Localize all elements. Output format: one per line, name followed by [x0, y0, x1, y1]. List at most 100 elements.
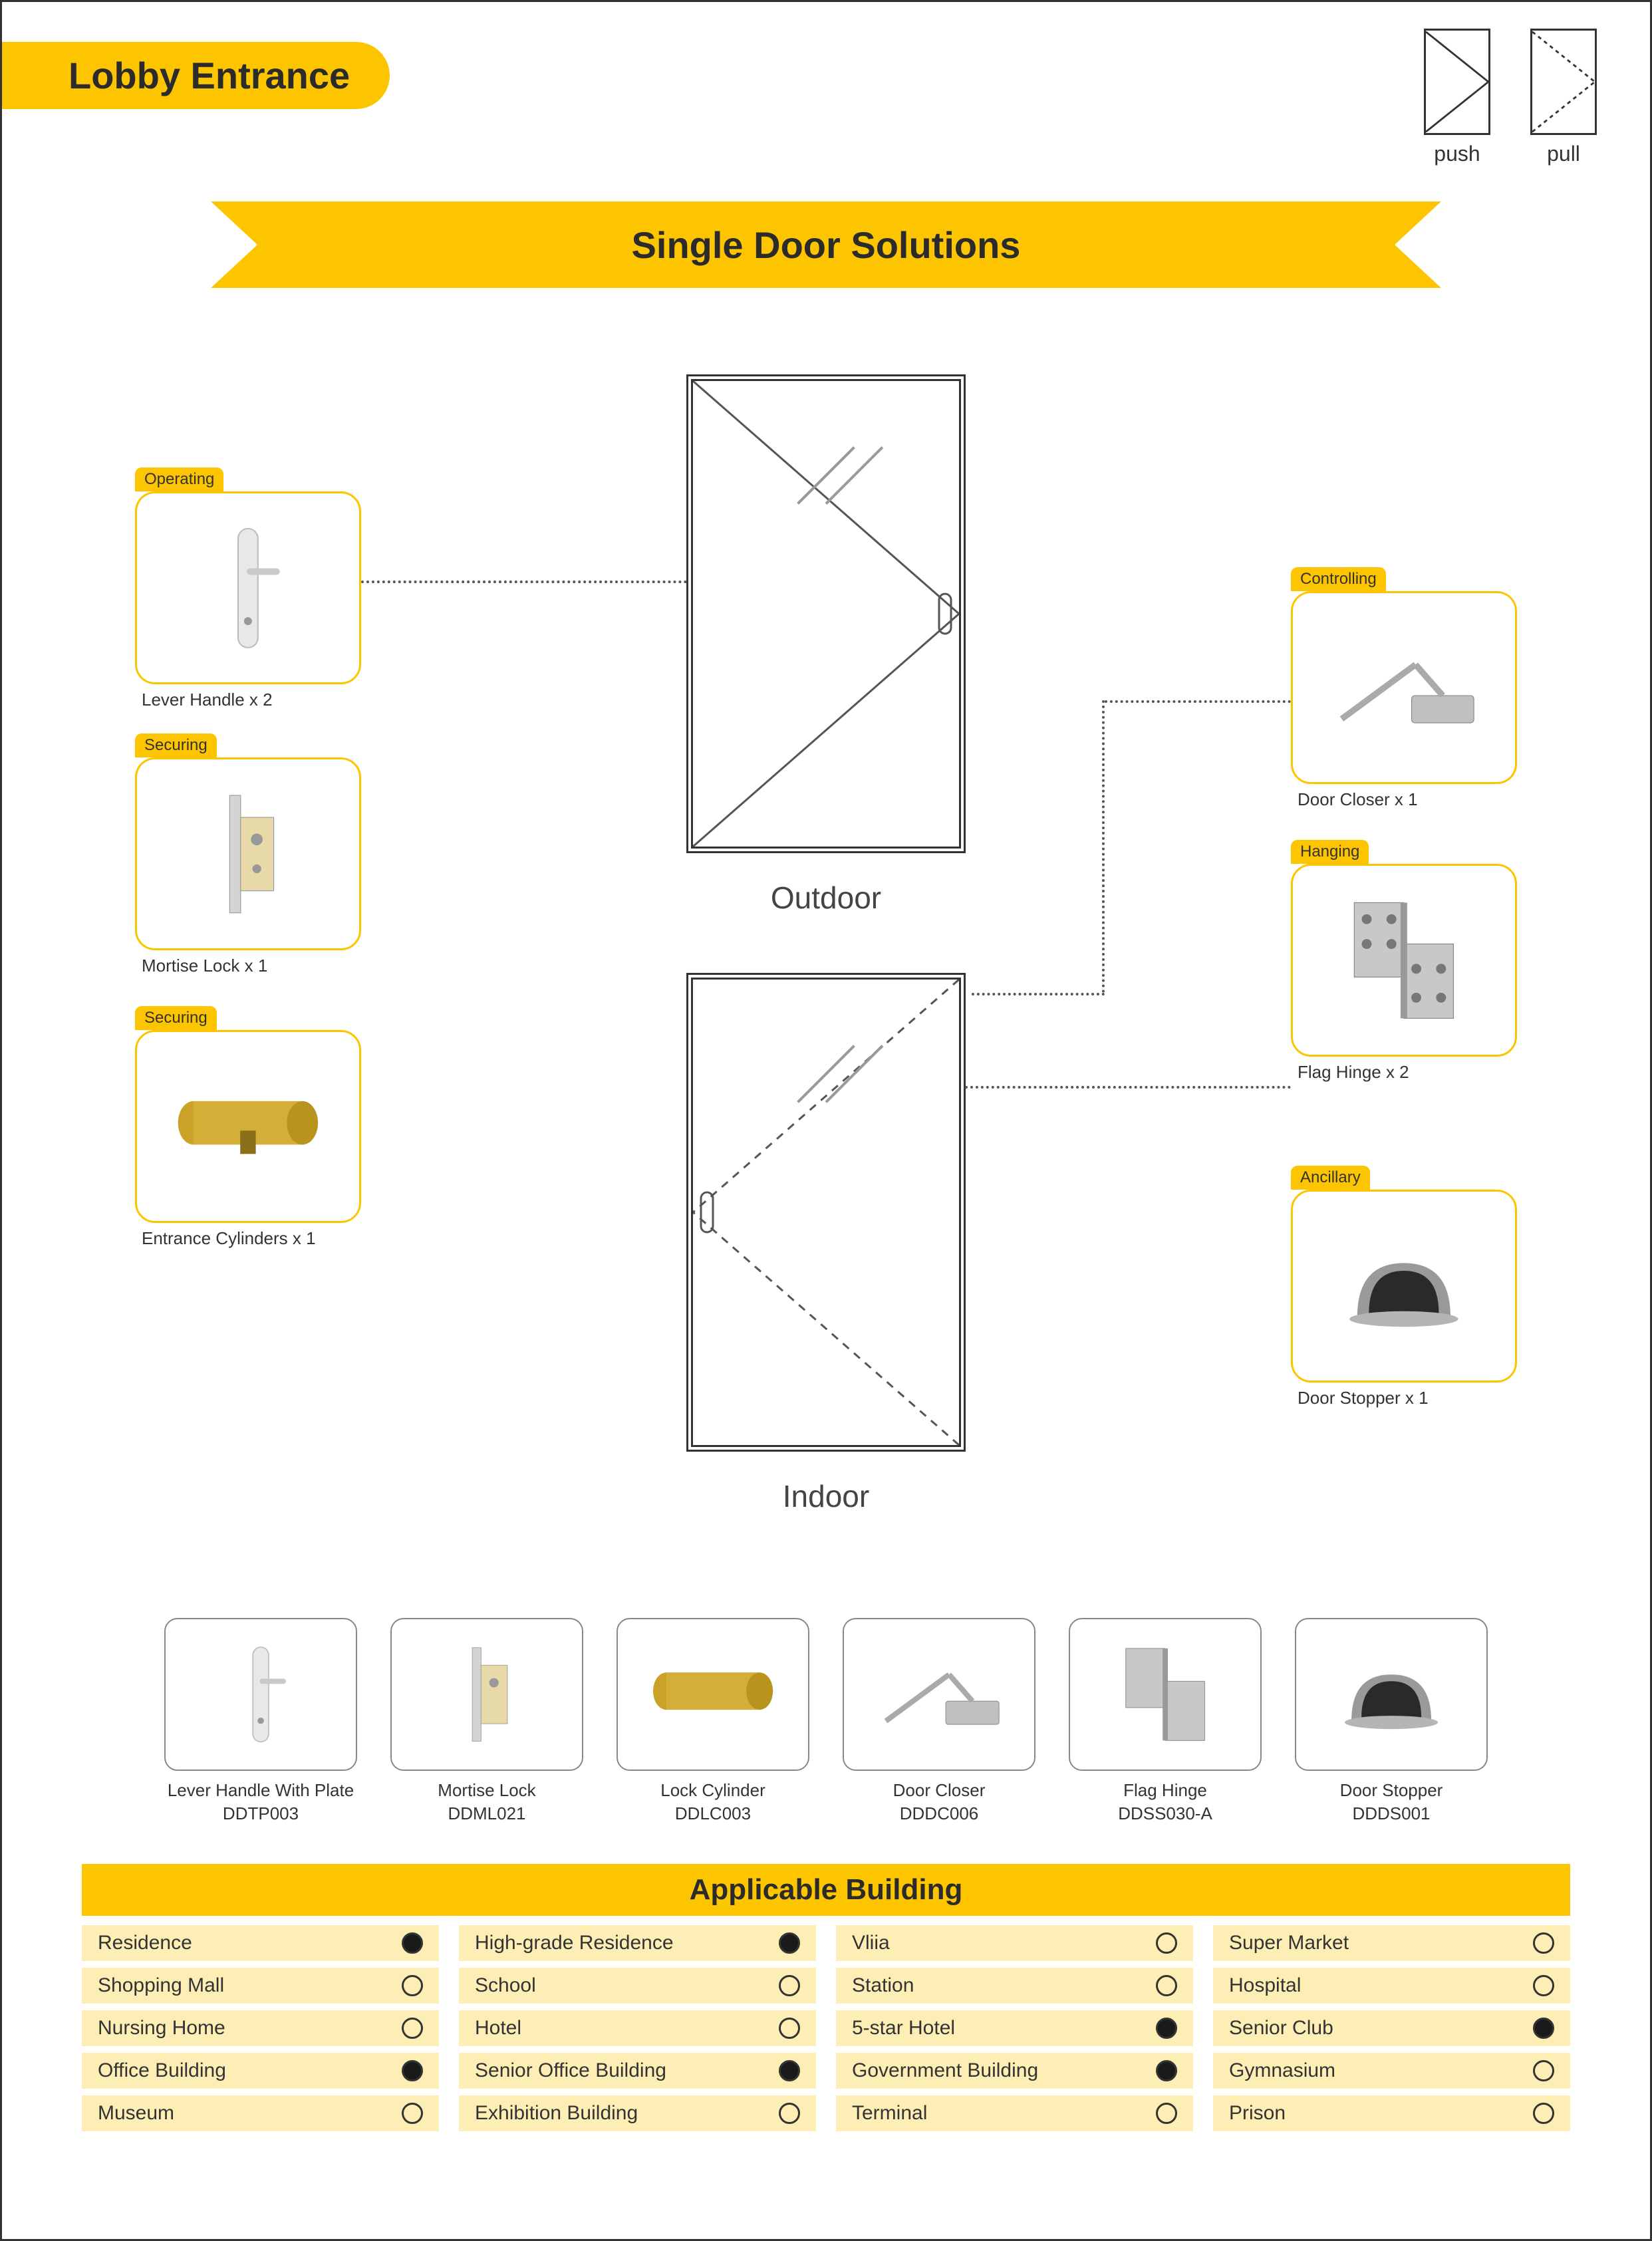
- status-dot-icon: [1156, 2060, 1177, 2081]
- door-indoor: [686, 973, 966, 1452]
- status-dot-icon: [779, 1975, 800, 1996]
- product-icon: [1069, 1618, 1262, 1771]
- product-item: Lock CylinderDDLC003: [617, 1618, 809, 1824]
- status-dot-icon: [402, 2018, 423, 2039]
- status-dot-icon: [1533, 2018, 1554, 2039]
- applicable-label: School: [475, 1974, 536, 1997]
- applicable-label: Gymnasium: [1229, 2059, 1335, 2082]
- card-tag: Controlling: [1291, 567, 1386, 591]
- mortise-lock-icon: [135, 757, 361, 950]
- applicable-cell: High-grade Residence: [459, 1925, 816, 1961]
- card-caption: Door Stopper x 1: [1291, 1388, 1517, 1408]
- card-tag: Securing: [135, 1006, 217, 1030]
- status-dot-icon: [779, 1932, 800, 1954]
- push-item: push: [1424, 29, 1490, 166]
- banner-text: Single Door Solutions: [211, 201, 1441, 288]
- connector-line: [1102, 700, 1105, 993]
- pushpull-legend: push pull: [1424, 29, 1597, 166]
- product-icon: [390, 1618, 583, 1771]
- applicable-cell: Senior Club: [1213, 2010, 1570, 2046]
- applicable-label: Shopping Mall: [98, 1974, 224, 1997]
- product-name: Lever Handle With Plate: [164, 1780, 357, 1801]
- product-icon: [843, 1618, 1035, 1771]
- product-name: Door Closer: [843, 1780, 1035, 1801]
- applicable-label: Station: [852, 1974, 914, 1997]
- applicable-cell: Gymnasium: [1213, 2053, 1570, 2089]
- product-sku: DDLC003: [617, 1803, 809, 1824]
- card-lever-handle: Operating Lever Handle x 2: [135, 467, 361, 710]
- applicable-label: Museum: [98, 2102, 174, 2125]
- product-name: Door Stopper: [1295, 1780, 1488, 1801]
- applicable-building-table: Applicable Building Residence High-grade …: [82, 1864, 1570, 2131]
- applicable-label: Terminal: [852, 2102, 927, 2125]
- status-dot-icon: [779, 2018, 800, 2039]
- applicable-cell: Office Building: [82, 2053, 439, 2089]
- status-dot-icon: [402, 1975, 423, 1996]
- applicable-cell: Senior Office Building: [459, 2053, 816, 2089]
- pull-icon: [1530, 29, 1597, 135]
- applicable-cell: Prison: [1213, 2095, 1570, 2131]
- applicable-label: Office Building: [98, 2059, 226, 2082]
- connector-line: [972, 993, 1105, 995]
- product-icon: [617, 1618, 809, 1771]
- product-sku: DDDS001: [1295, 1803, 1488, 1824]
- product-sku: DDDC006: [843, 1803, 1035, 1824]
- applicable-cell: Station: [836, 1968, 1193, 2004]
- product-item: Door StopperDDDS001: [1295, 1618, 1488, 1824]
- cylinder-icon: [135, 1030, 361, 1223]
- applicable-cell: Residence: [82, 1925, 439, 1961]
- card-tag: Operating: [135, 467, 223, 491]
- applicable-label: Prison: [1229, 2102, 1286, 2125]
- card-door-closer: Controlling Door Closer x 1: [1291, 567, 1517, 810]
- connector-line: [1105, 700, 1291, 703]
- applicable-cell: Nursing Home: [82, 2010, 439, 2046]
- applicable-cell: School: [459, 1968, 816, 2004]
- applicable-label: Vliia: [852, 1932, 890, 1954]
- product-item: Lever Handle With PlateDDTP003: [164, 1618, 357, 1824]
- pull-label: pull: [1530, 142, 1597, 166]
- applicable-label: Exhibition Building: [475, 2102, 638, 2125]
- product-icon: [1295, 1618, 1488, 1771]
- status-dot-icon: [1156, 2018, 1177, 2039]
- card-caption: Entrance Cylinders x 1: [135, 1228, 361, 1249]
- door-outdoor: [686, 374, 966, 853]
- applicable-cell: Hospital: [1213, 1968, 1570, 2004]
- card-door-stopper: Ancillary Door Stopper x 1: [1291, 1166, 1517, 1408]
- card-caption: Flag Hinge x 2: [1291, 1062, 1517, 1083]
- applicable-cell: Exhibition Building: [459, 2095, 816, 2131]
- product-sku: DDSS030-A: [1069, 1803, 1262, 1824]
- pull-item: pull: [1530, 29, 1597, 166]
- applicable-label: Hospital: [1229, 1974, 1301, 1997]
- applicable-label: Nursing Home: [98, 2017, 225, 2040]
- applicable-cell: Government Building: [836, 2053, 1193, 2089]
- applicable-cell: Shopping Mall: [82, 1968, 439, 2004]
- status-dot-icon: [1533, 1975, 1554, 1996]
- card-flag-hinge: Hanging Flag Hinge x 2: [1291, 840, 1517, 1083]
- flag-hinge-icon: [1291, 864, 1517, 1057]
- status-dot-icon: [1156, 2103, 1177, 2124]
- applicable-label: Residence: [98, 1932, 192, 1954]
- lever-handle-icon: [135, 491, 361, 684]
- card-tag: Ancillary: [1291, 1166, 1370, 1190]
- push-icon: [1424, 29, 1490, 135]
- product-icon: [164, 1618, 357, 1771]
- applicable-label: Government Building: [852, 2059, 1038, 2082]
- card-caption: Door Closer x 1: [1291, 789, 1517, 810]
- status-dot-icon: [1533, 2060, 1554, 2081]
- door-label-outdoor: Outdoor: [771, 880, 881, 916]
- product-item: Mortise LockDDML021: [390, 1618, 583, 1824]
- applicable-cell: Museum: [82, 2095, 439, 2131]
- banner-ribbon: Single Door Solutions: [211, 201, 1441, 288]
- status-dot-icon: [779, 2060, 800, 2081]
- applicable-label: Senior Office Building: [475, 2059, 666, 2082]
- status-dot-icon: [1156, 1975, 1177, 1996]
- connector-line: [361, 581, 687, 583]
- applicable-grid: Residence High-grade Residence Vliia Super …: [82, 1925, 1570, 2131]
- status-dot-icon: [402, 2103, 423, 2124]
- applicable-label: Hotel: [475, 2017, 521, 2040]
- applicable-cell: 5-star Hotel: [836, 2010, 1193, 2046]
- status-dot-icon: [402, 1932, 423, 1954]
- applicable-header: Applicable Building: [82, 1864, 1570, 1916]
- applicable-cell: Super Market: [1213, 1925, 1570, 1961]
- connector-line: [965, 1086, 1291, 1089]
